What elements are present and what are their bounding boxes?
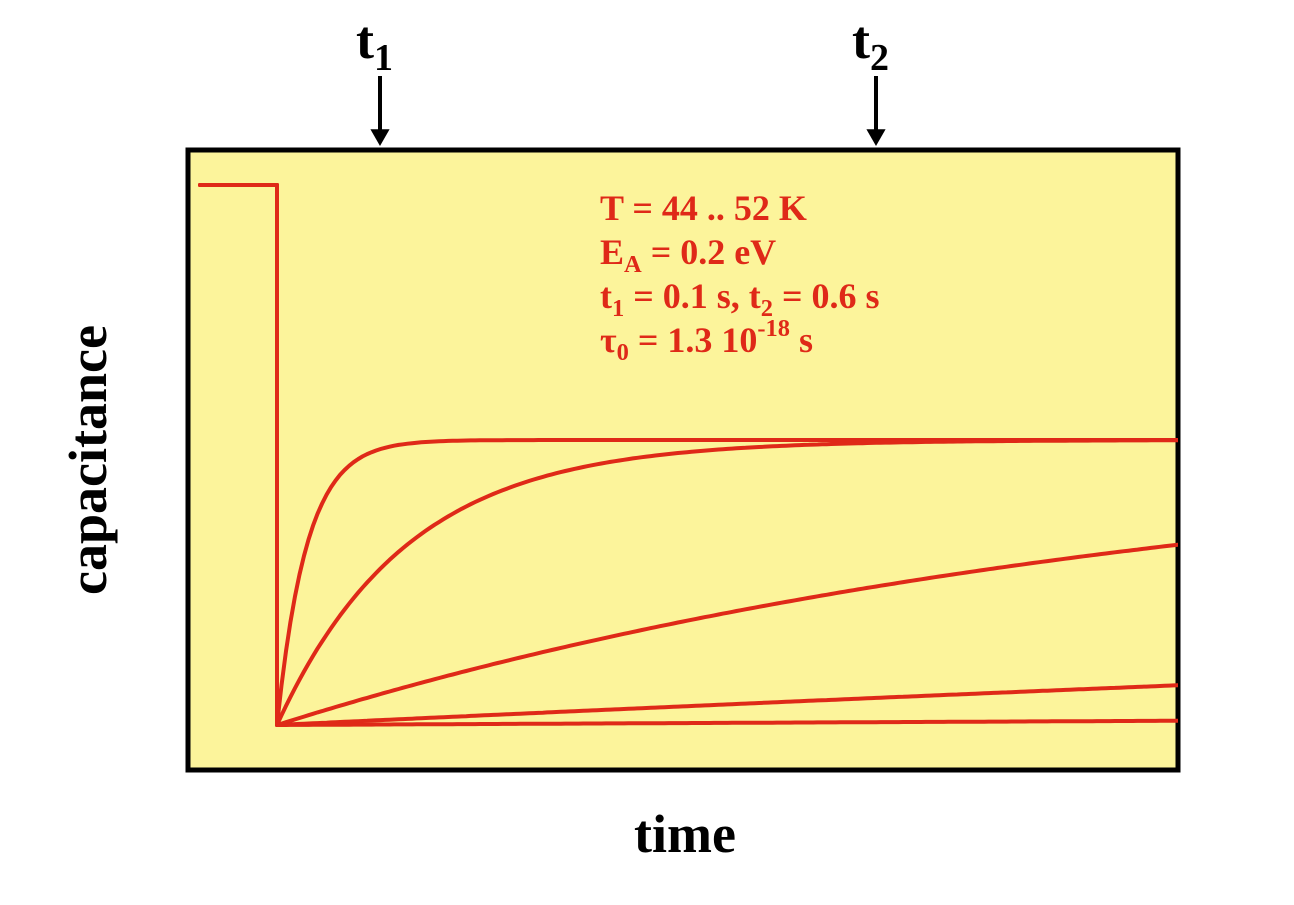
annotation-line-0: T = 44 .. 52 K bbox=[600, 188, 807, 228]
annotation-line-2: t1 = 0.1 s, t2 = 0.6 s bbox=[600, 276, 880, 322]
y-axis-label: capacitance bbox=[58, 325, 118, 595]
x-axis-label: time bbox=[634, 804, 736, 864]
